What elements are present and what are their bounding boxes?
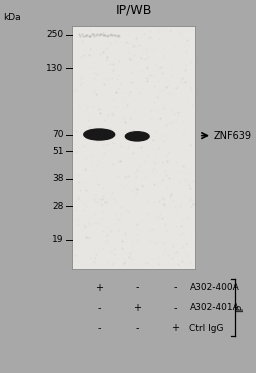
Text: +: + bbox=[171, 323, 179, 333]
Text: -: - bbox=[174, 303, 177, 313]
Text: Ctrl IgG: Ctrl IgG bbox=[189, 323, 224, 333]
Text: +: + bbox=[133, 303, 141, 313]
Text: 28: 28 bbox=[52, 202, 64, 211]
Text: +: + bbox=[95, 282, 103, 292]
Text: IP: IP bbox=[236, 304, 245, 312]
Ellipse shape bbox=[84, 129, 115, 140]
Text: -: - bbox=[98, 323, 101, 333]
Text: -: - bbox=[98, 303, 101, 313]
Text: A302-401A: A302-401A bbox=[189, 303, 239, 312]
Text: IP/WB: IP/WB bbox=[115, 4, 152, 16]
Text: 38: 38 bbox=[52, 174, 64, 183]
Text: kDa: kDa bbox=[3, 13, 21, 22]
Text: -: - bbox=[135, 282, 139, 292]
Text: 19: 19 bbox=[52, 235, 64, 244]
Ellipse shape bbox=[125, 132, 149, 141]
Text: 250: 250 bbox=[47, 31, 64, 40]
Text: 130: 130 bbox=[46, 64, 64, 73]
Text: -: - bbox=[135, 323, 139, 333]
Text: ZNF639: ZNF639 bbox=[213, 131, 251, 141]
Text: A302-400A: A302-400A bbox=[189, 283, 239, 292]
Text: -: - bbox=[174, 282, 177, 292]
Text: 70: 70 bbox=[52, 130, 64, 139]
Text: 51: 51 bbox=[52, 147, 64, 156]
Bar bbox=[72, 26, 195, 269]
